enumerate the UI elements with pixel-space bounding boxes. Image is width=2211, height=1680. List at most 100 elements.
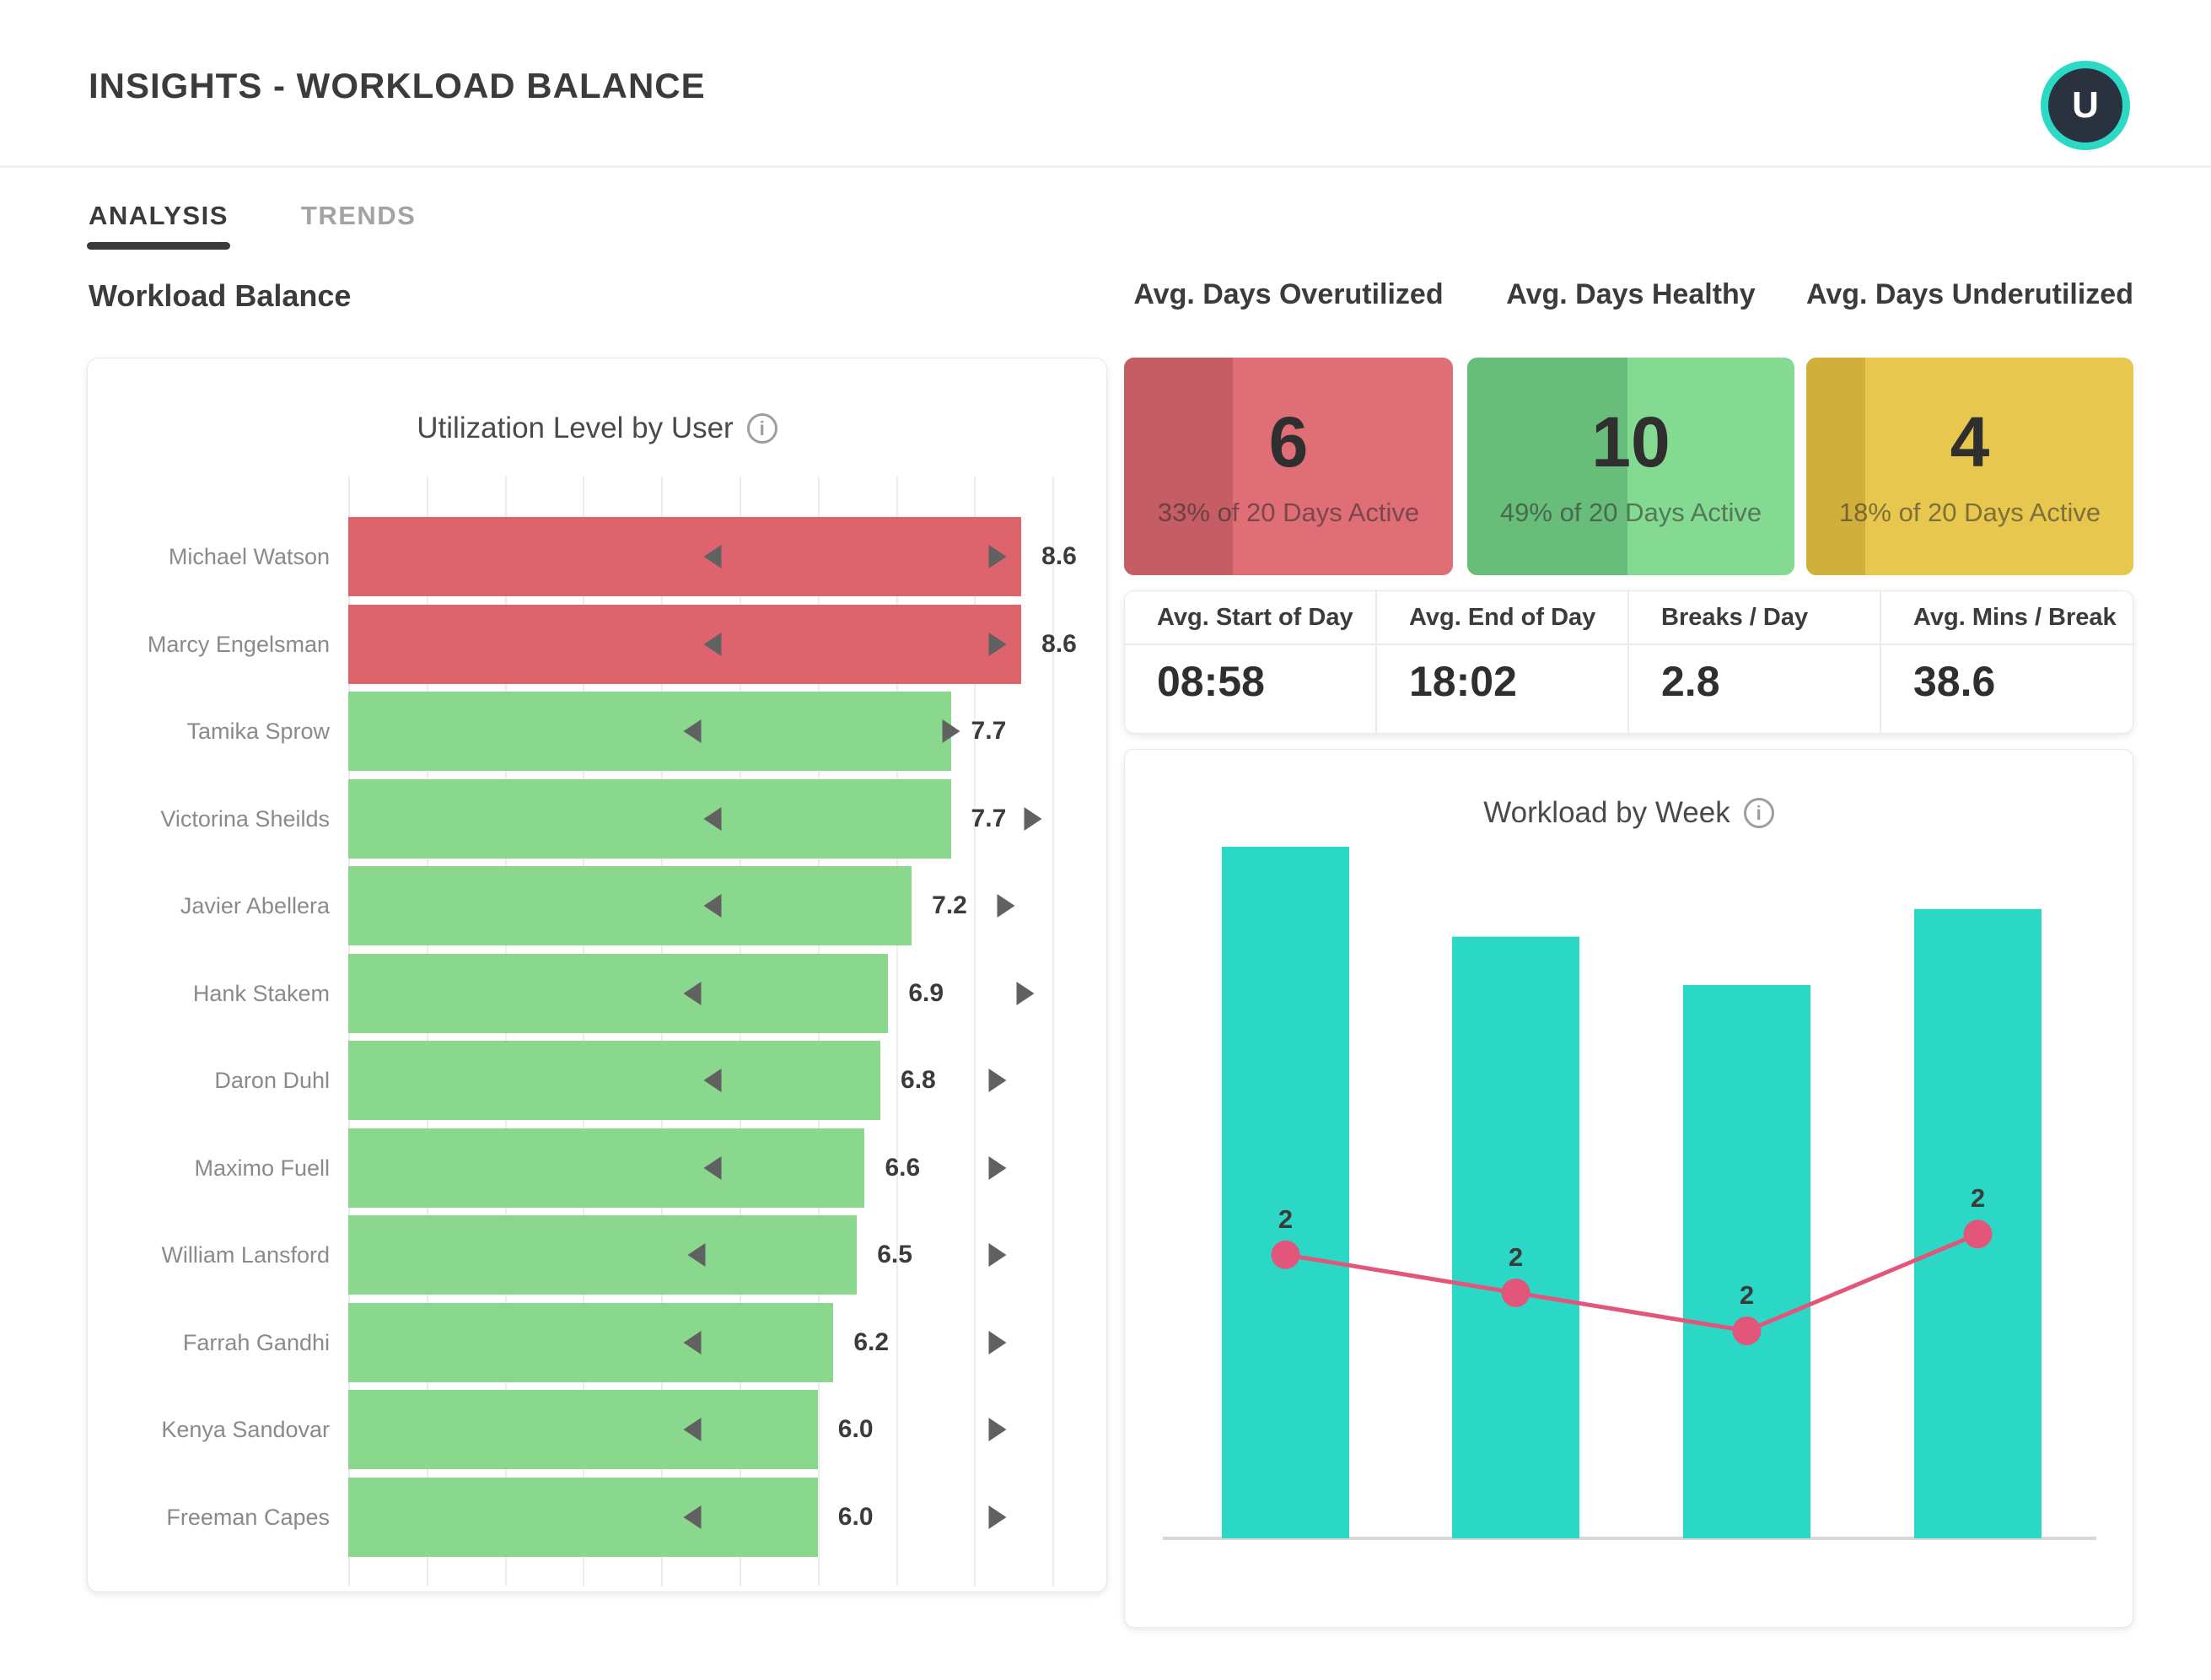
week-chart-title: Workload by Week bbox=[1483, 796, 1730, 829]
range-max-marker-icon bbox=[942, 719, 960, 743]
utilization-value-label: 8.6 bbox=[1041, 542, 1077, 570]
utilization-value-label: 7.7 bbox=[971, 804, 1007, 832]
summary-table-card: Avg. Start of Day 08:58 Avg. End of Day … bbox=[1124, 590, 2134, 734]
summary-header-divider bbox=[1881, 643, 2134, 645]
week-line-point bbox=[1271, 1240, 1300, 1269]
summary-value: 08:58 bbox=[1157, 658, 1265, 705]
gridline bbox=[1052, 477, 1055, 1586]
utilization-chart-title: Utilization Level by User bbox=[417, 412, 734, 444]
range-min-marker-icon bbox=[703, 632, 722, 656]
user-name-label: Hank Stakem bbox=[192, 980, 330, 1006]
info-icon[interactable]: i bbox=[1743, 798, 1774, 828]
tab-analysis-label: ANALYSIS bbox=[89, 201, 229, 230]
utilization-bar bbox=[348, 1302, 834, 1382]
stat-value: 4 bbox=[1950, 402, 1990, 482]
utilization-bar bbox=[348, 1128, 865, 1208]
summary-label: Avg. Start of Day bbox=[1157, 604, 1353, 631]
gridline bbox=[896, 477, 898, 1586]
utilization-value-label: 6.2 bbox=[853, 1327, 890, 1356]
week-point-value-label: 2 bbox=[1971, 1183, 1985, 1213]
stat-value: 10 bbox=[1591, 402, 1670, 482]
avatar-circle: U bbox=[2048, 68, 2122, 143]
utilization-bar bbox=[348, 517, 1022, 596]
user-name-label: Javier Abellera bbox=[180, 893, 330, 918]
tab-analysis[interactable]: ANALYSIS bbox=[87, 201, 230, 250]
week-point-value-label: 2 bbox=[1278, 1204, 1293, 1234]
week-overlay-line bbox=[1285, 1231, 1979, 1333]
stat-card-heading: Avg. Days Underutilized bbox=[1806, 278, 2133, 310]
utilization-row: Marcy Engelsman 8.6 bbox=[88, 604, 1106, 684]
week-point-value-label: 2 bbox=[1509, 1242, 1523, 1272]
range-max-marker-icon bbox=[988, 632, 1007, 656]
summary-label: Avg. End of Day bbox=[1409, 604, 1596, 631]
range-min-marker-icon bbox=[703, 1069, 722, 1092]
summary-value: 2.8 bbox=[1661, 658, 1720, 705]
utilization-bar bbox=[348, 1215, 858, 1295]
range-max-marker-icon bbox=[988, 1155, 1007, 1180]
user-name-label: William Lansford bbox=[161, 1242, 330, 1268]
summary-label: Breaks / Day bbox=[1661, 604, 1809, 631]
range-min-marker-icon bbox=[683, 1505, 702, 1529]
utilization-row: William Lansford 6.5 bbox=[88, 1215, 1106, 1295]
utilization-value-label: 6.5 bbox=[877, 1241, 912, 1268]
user-name-label: Farrah Gandhi bbox=[182, 1329, 330, 1355]
summary-col-mins-per-break: Avg. Mins / Break 38.6 bbox=[1881, 591, 2134, 733]
range-min-marker-icon bbox=[683, 719, 702, 743]
range-min-marker-icon bbox=[683, 1330, 702, 1354]
utilization-bar bbox=[348, 692, 951, 771]
utilization-row: Farrah Gandhi 6.2 bbox=[88, 1302, 1106, 1382]
user-name-label: Tamika Sprow bbox=[186, 719, 330, 744]
workload-by-week-card: Workload by Week i 2 2 2 2 bbox=[1124, 749, 2133, 1628]
utilization-row: Hank Stakem 6.9 bbox=[88, 953, 1106, 1033]
range-max-marker-icon bbox=[988, 1330, 1007, 1354]
utilization-value-label: 6.0 bbox=[837, 1415, 874, 1443]
range-max-marker-icon bbox=[988, 545, 1007, 568]
utilization-chart-header: Utilization Level by User i bbox=[88, 412, 1106, 445]
summary-header-divider bbox=[1125, 643, 1375, 645]
utilization-row: Freeman Capes 6.0 bbox=[88, 1477, 1106, 1557]
range-min-marker-icon bbox=[703, 806, 722, 831]
utilization-row: Maximo Fuell 6.6 bbox=[88, 1128, 1106, 1208]
summary-col-breaks-per-day: Breaks / Day 2.8 bbox=[1629, 591, 1881, 733]
stat-percent-fill bbox=[1124, 358, 1233, 575]
utilization-row: Victorina Sheilds 7.7 bbox=[88, 778, 1106, 859]
week-line-point bbox=[1963, 1220, 1993, 1249]
utilization-row: Daron Duhl 6.8 bbox=[88, 1041, 1106, 1120]
utilization-value-label: 6.0 bbox=[837, 1502, 874, 1531]
info-icon[interactable]: i bbox=[746, 413, 777, 444]
week-chart-header: Workload by Week i bbox=[1125, 796, 2133, 830]
summary-value: 18:02 bbox=[1409, 658, 1517, 705]
tab-trends[interactable]: TRENDS bbox=[301, 201, 416, 250]
stat-subtitle: 33% of 20 Days Active bbox=[1157, 498, 1420, 527]
user-name-label: Maximo Fuell bbox=[194, 1155, 330, 1181]
utilization-bar bbox=[348, 1390, 818, 1469]
utilization-bar bbox=[348, 778, 951, 859]
range-min-marker-icon bbox=[703, 1155, 722, 1180]
range-max-marker-icon bbox=[988, 1069, 1007, 1092]
utilization-bar bbox=[348, 866, 912, 945]
range-min-marker-icon bbox=[703, 894, 722, 918]
range-min-marker-icon bbox=[703, 545, 722, 568]
week-bar bbox=[1683, 985, 1810, 1538]
range-min-marker-icon bbox=[683, 981, 702, 1005]
utilization-row: Michael Watson 8.6 bbox=[88, 517, 1106, 596]
utilization-row: Javier Abellera 7.2 bbox=[88, 866, 1106, 945]
stat-subtitle: 49% of 20 Days Active bbox=[1499, 498, 1762, 527]
stat-percent-fill bbox=[1806, 358, 1865, 575]
stat-card: 6 33% of 20 Days Active bbox=[1124, 358, 1453, 575]
utilization-chart-card: Utilization Level by User i Michael Wats… bbox=[87, 358, 1107, 1592]
range-max-marker-icon bbox=[1024, 806, 1042, 831]
utilization-value-label: 6.8 bbox=[901, 1066, 936, 1094]
workload-balance-heading: Workload Balance bbox=[89, 278, 352, 313]
header-divider bbox=[0, 165, 2211, 168]
utilization-value-label: 7.7 bbox=[971, 717, 1007, 745]
stat-card: 10 49% of 20 Days Active bbox=[1467, 358, 1794, 575]
range-max-marker-icon bbox=[1016, 981, 1035, 1005]
user-name-label: Marcy Engelsman bbox=[147, 631, 330, 657]
stat-value: 6 bbox=[1268, 402, 1309, 482]
utilization-bar bbox=[348, 604, 1022, 684]
user-name-label: Victorina Sheilds bbox=[160, 805, 330, 832]
summary-label: Avg. Mins / Break bbox=[1913, 604, 2117, 631]
summary-header-divider bbox=[1629, 643, 1880, 645]
user-avatar[interactable]: U bbox=[2041, 61, 2130, 150]
